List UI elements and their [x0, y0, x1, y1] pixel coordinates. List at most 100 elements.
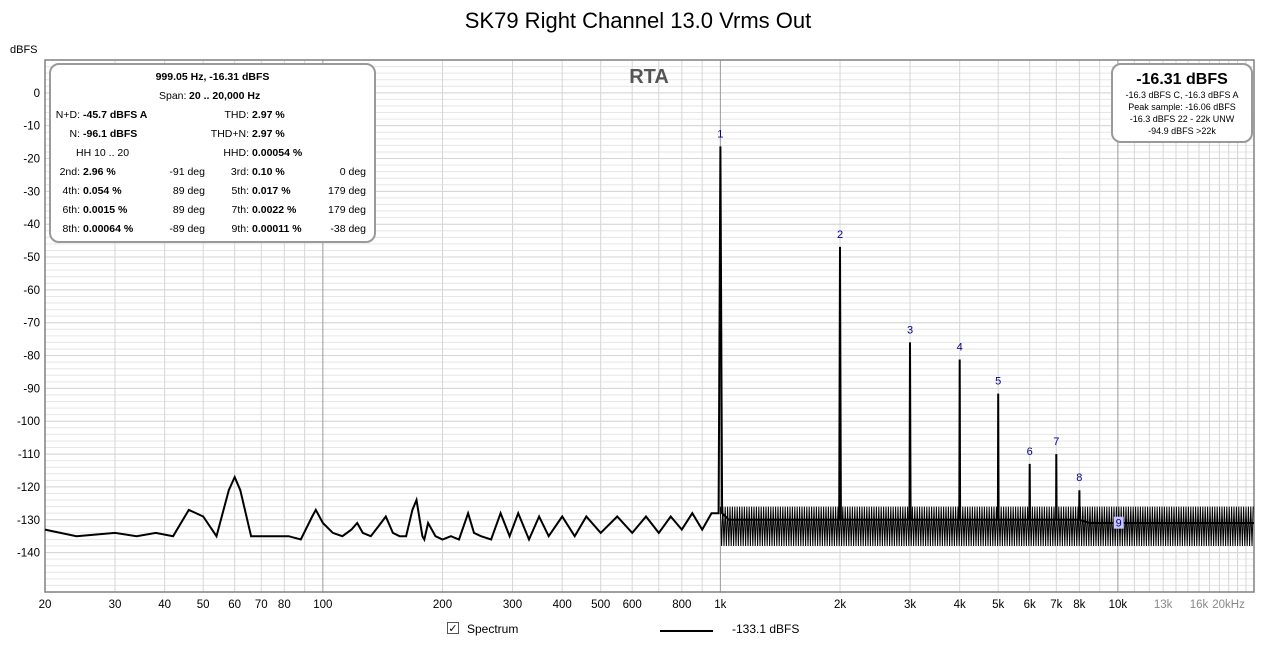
y-tick-label: -30	[23, 186, 40, 198]
harmonic-right-phase: -38 deg	[330, 223, 366, 235]
y-tick-label: -40	[23, 219, 40, 231]
harmonic-label: 4	[957, 341, 963, 353]
span-value: 20 .. 20,000 Hz	[189, 90, 261, 102]
harmonic-left-phase: 89 deg	[172, 185, 205, 197]
y-tick-label: -10	[23, 121, 40, 133]
x-tick-label: 10k	[1109, 599, 1128, 611]
x-tick-label: 80	[278, 599, 291, 611]
y-tick-label: -120	[17, 482, 40, 494]
harmonic-label: 9	[1116, 518, 1122, 530]
x-tick-label: 2k	[834, 599, 846, 611]
harmonic-label: 6	[1027, 446, 1033, 458]
thdn-value: 2.97 %	[252, 128, 285, 140]
harmonic-left-phase: -89 deg	[169, 223, 205, 235]
y-tick-label: -20	[23, 154, 40, 166]
level-line-4: -94.9 dBFS >22k	[1148, 126, 1216, 136]
harmonic-left-label: 2nd:	[59, 166, 80, 178]
x-tick-label: 1k	[714, 599, 726, 611]
thd-value: 2.97 %	[252, 109, 285, 121]
thd-label: THD:	[224, 109, 250, 121]
x-tick-label: 200	[433, 599, 452, 611]
plot-label: RTA	[629, 66, 669, 88]
y-tick-label: -60	[23, 285, 40, 297]
harmonic-right-phase: 0 deg	[339, 166, 366, 178]
level-line-3: -16.3 dBFS 22 - 22k UNW	[1129, 114, 1235, 124]
x-tick-label: 20kHz	[1212, 599, 1245, 611]
level-line-2: Peak sample: -16.06 dBFS	[1128, 102, 1236, 112]
axes: 0 -10 -20 -30 -40 -50 -60 -70 -80 -90 -100 -110 -120…	[17, 59, 1255, 611]
harmonic-right-label: 7th:	[231, 204, 249, 216]
x-tick-label: 4k	[954, 599, 966, 611]
y-tick-label: -50	[23, 252, 40, 264]
harmonic-left-phase: 89 deg	[172, 204, 205, 216]
harmonic-row: 2nd: 2.96 % -91 deg 3rd: 0.10 % 0 deg	[51, 163, 374, 182]
harmonic-right-phase: 179 deg	[328, 204, 366, 216]
x-tick-label: 20	[39, 599, 52, 611]
y-tick-label: -110	[18, 449, 40, 461]
distortion-info-box: 999.05 Hz, -16.31 dBFS Span: 20 .. 20,00…	[49, 63, 376, 243]
harmonic-row: 8th: 0.00064 % -89 deg 9th: 0.00011 % -38 deg	[51, 220, 374, 239]
nd-value: -45.7 dBFS A	[83, 109, 148, 121]
x-tick-label: 800	[672, 599, 691, 611]
noise-floor-band	[719, 506, 1254, 547]
harmonic-right-value: 0.00011 %	[252, 223, 302, 235]
y-tick-label: -130	[17, 515, 40, 527]
thdn-label: THD+N:	[210, 128, 249, 140]
x-tick-label: 40	[158, 599, 171, 611]
harmonic-label: 7	[1053, 436, 1059, 448]
harmonic-label: 2	[837, 229, 843, 241]
hh-label: HH 10 .. 20	[76, 147, 130, 159]
harmonic-left-label: 6th:	[62, 204, 80, 216]
harmonic-right-value: 0.10 %	[252, 166, 285, 178]
harmonic-labels: 1 2 3 4 5 6 7 8 9	[717, 128, 1124, 530]
harmonic-right-label: 5th:	[231, 185, 249, 197]
legend-spectrum-label: Spectrum	[467, 622, 519, 636]
harmonic-left-value: 2.96 %	[83, 166, 116, 178]
x-tick-label: 5k	[992, 599, 1004, 611]
harmonic-label: 1	[717, 128, 723, 140]
x-tick-label: 500	[591, 599, 610, 611]
y-tick-label: -70	[23, 318, 40, 330]
level-main: -16.31 dBFS	[1136, 71, 1228, 88]
hhd-label: HHD:	[223, 147, 249, 159]
y-axis-label: dBFS	[10, 44, 38, 56]
harmonic-right-label: 3rd:	[230, 166, 249, 178]
x-tick-label: 50	[197, 599, 210, 611]
info-header: 999.05 Hz, -16.31 dBFS	[155, 71, 270, 83]
harmonic-right-value: 0.0022 %	[252, 204, 297, 216]
harmonic-right-value: 0.017 %	[252, 185, 291, 197]
n-value: -96.1 dBFS	[83, 128, 138, 140]
harmonic-label: 5	[995, 376, 1001, 388]
y-tick-label: -80	[23, 351, 40, 363]
x-tick-label: 8k	[1073, 599, 1085, 611]
chart-title: SK79 Right Channel 13.0 Vrms Out	[464, 8, 812, 33]
harmonic-left-value: 0.00064 %	[83, 223, 134, 235]
harmonic-right-phase: 179 deg	[328, 185, 366, 197]
harmonic-label: 3	[907, 324, 913, 336]
spectrum-trace	[44, 146, 1254, 543]
spectrum-checkbox[interactable]: ✓	[447, 622, 459, 635]
plot-frame	[44, 59, 1255, 593]
harmonic-left-phase: -91 deg	[169, 166, 205, 178]
span-label: Span:	[159, 90, 187, 102]
x-tick-label: 7k	[1050, 599, 1062, 611]
harmonic-left-value: 0.0015 %	[83, 204, 128, 216]
x-tick-label: 13k	[1154, 599, 1173, 611]
y-tick-label: 0	[34, 88, 40, 100]
x-tick-label: 3k	[904, 599, 916, 611]
y-tick-label: -100	[17, 416, 40, 428]
level-line-1: -16.3 dBFS C, -16.3 dBFS A	[1125, 90, 1239, 100]
harmonic-left-value: 0.054 %	[83, 185, 122, 197]
legend-line-swatch	[660, 630, 713, 632]
harmonic-left-label: 4th:	[62, 185, 80, 197]
harmonic-label: 8	[1076, 472, 1082, 484]
hhd-value: 0.00054 %	[252, 147, 303, 159]
x-tick-label: 6k	[1024, 599, 1036, 611]
x-tick-label: 16k	[1190, 599, 1209, 611]
level-box: -16.31 dBFS -16.3 dBFS C, -16.3 dBFS A P…	[1111, 63, 1253, 143]
x-tick-label: 30	[109, 599, 122, 611]
n-label: N:	[69, 128, 81, 140]
harmonic-right-label: 9th:	[231, 223, 249, 235]
x-tick-label: 60	[228, 599, 241, 611]
harmonic-label-bg	[1113, 516, 1124, 529]
